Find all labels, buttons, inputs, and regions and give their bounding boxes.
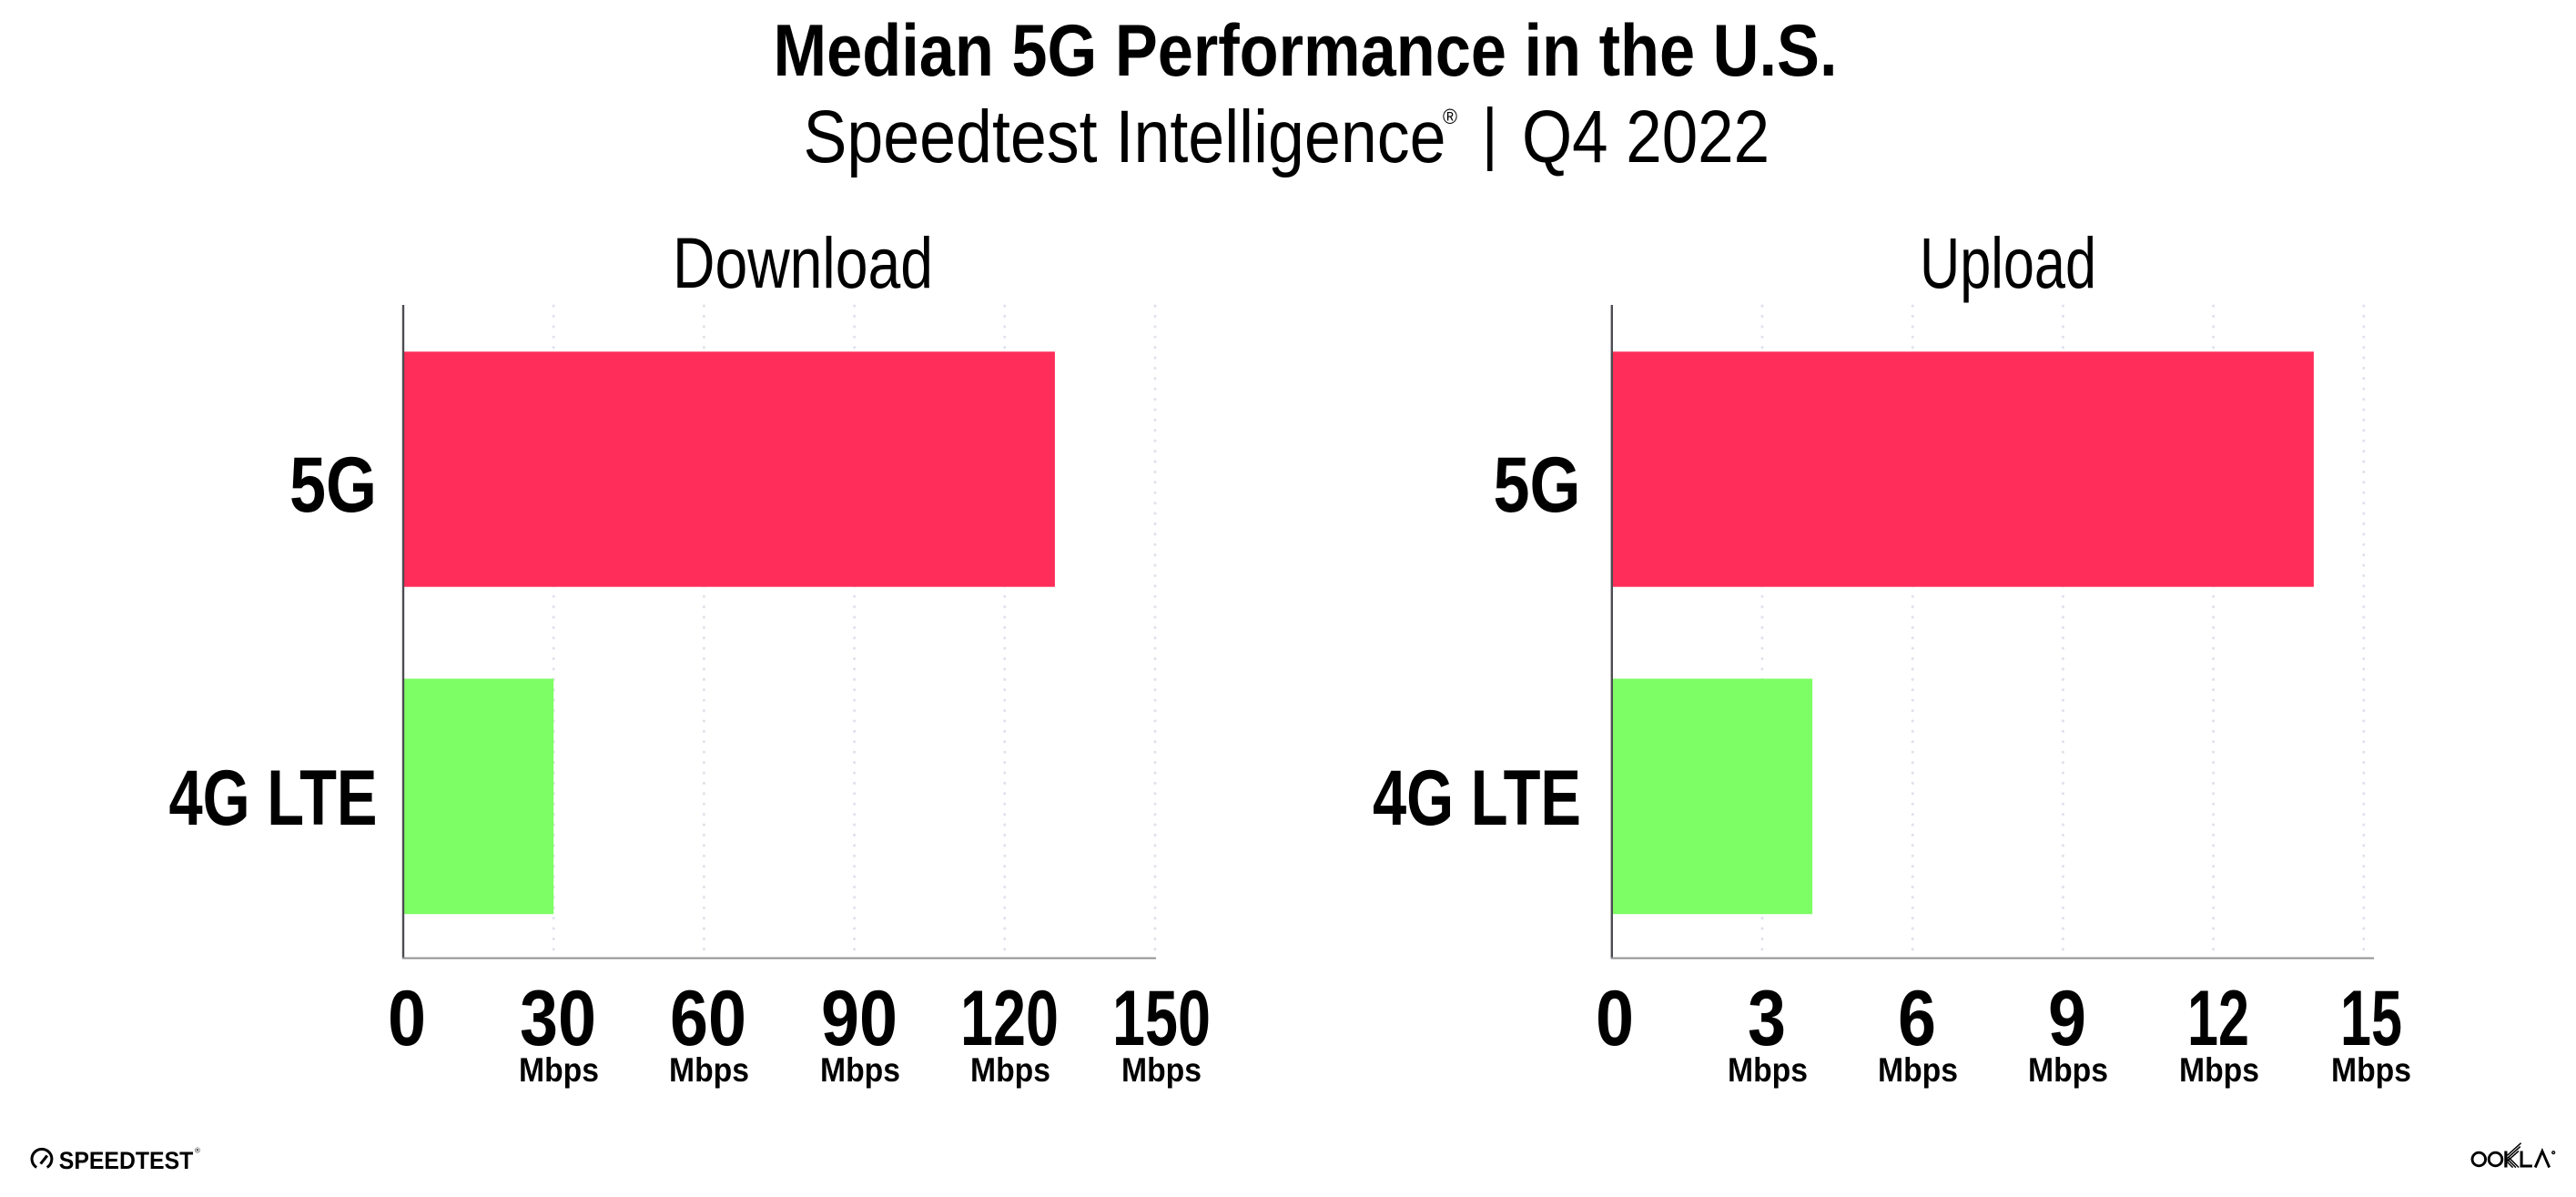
svg-text:®: ® bbox=[1443, 105, 1457, 128]
svg-text:Download: Download bbox=[673, 222, 933, 303]
svg-text:3: 3 bbox=[1748, 975, 1786, 1062]
svg-text:120: 120 bbox=[960, 975, 1059, 1062]
svg-text:Mbps: Mbps bbox=[970, 1051, 1050, 1089]
svg-text:Mbps: Mbps bbox=[1878, 1051, 1958, 1089]
svg-text:12: 12 bbox=[2187, 975, 2249, 1062]
svg-text:9: 9 bbox=[2048, 975, 2086, 1062]
svg-text:5G: 5G bbox=[289, 441, 377, 529]
svg-text:15: 15 bbox=[2340, 975, 2402, 1062]
svg-text:SPEEDTEST: SPEEDTEST bbox=[59, 1147, 194, 1174]
svg-text:®: ® bbox=[195, 1147, 200, 1155]
svg-text:Mbps: Mbps bbox=[1121, 1051, 1202, 1089]
svg-text:Median 5G Performance in the U: Median 5G Performance in the U.S. bbox=[774, 10, 1838, 92]
svg-text:150: 150 bbox=[1112, 975, 1211, 1062]
svg-text:4G LTE: 4G LTE bbox=[1373, 755, 1581, 842]
svg-text:Mbps: Mbps bbox=[669, 1051, 749, 1089]
svg-text:30: 30 bbox=[520, 975, 596, 1062]
svg-text:4G LTE: 4G LTE bbox=[169, 755, 378, 842]
svg-text:5G: 5G bbox=[1494, 441, 1581, 529]
svg-text:Speedtest Intelligence: Speedtest Intelligence bbox=[804, 96, 1446, 178]
svg-text:6: 6 bbox=[1898, 975, 1936, 1062]
svg-text:90: 90 bbox=[821, 975, 898, 1062]
svg-text:Mbps: Mbps bbox=[2179, 1051, 2259, 1089]
svg-text:Q4 2022: Q4 2022 bbox=[1522, 96, 1770, 178]
svg-text:Mbps: Mbps bbox=[820, 1051, 900, 1089]
svg-text:0: 0 bbox=[388, 975, 426, 1062]
svg-text:Mbps: Mbps bbox=[2331, 1051, 2411, 1089]
svg-text:0: 0 bbox=[1596, 975, 1634, 1062]
svg-text:Upload: Upload bbox=[1920, 222, 2096, 303]
svg-text:Mbps: Mbps bbox=[2028, 1051, 2108, 1089]
svg-text:Mbps: Mbps bbox=[519, 1051, 599, 1089]
svg-text:60: 60 bbox=[670, 975, 746, 1062]
svg-text:Mbps: Mbps bbox=[1728, 1051, 1808, 1089]
